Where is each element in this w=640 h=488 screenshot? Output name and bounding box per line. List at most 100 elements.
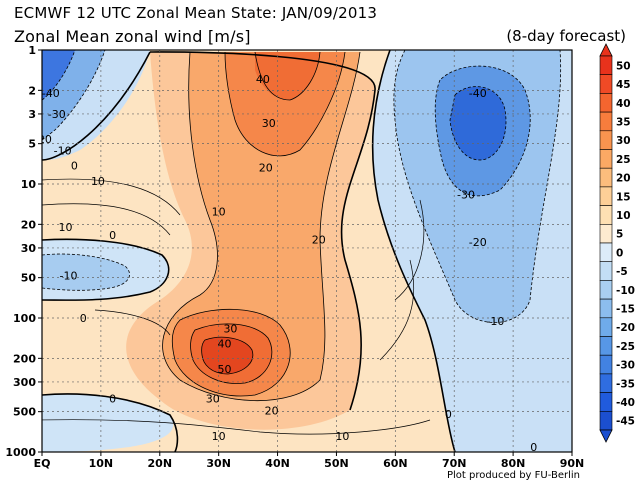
contour-label: 20 (259, 161, 273, 174)
colorbar: 50454035302520151050-5-10-15-20-25-30-35… (599, 43, 635, 443)
contour-label: -10 (60, 269, 78, 282)
x-tick-label: 30N (206, 457, 231, 470)
westerly-jet-50 (201, 337, 253, 374)
x-tick-label: 10N (89, 457, 114, 470)
colorbar-swatch (599, 373, 613, 393)
x-tick-label: 60N (383, 457, 408, 470)
colorbar-label: -45 (616, 416, 635, 428)
colorbar-swatch (599, 317, 613, 337)
contour-label: -30 (48, 108, 66, 121)
colorbar-swatch (599, 261, 613, 281)
colorbar-label: 20 (616, 173, 631, 185)
contour-label: 50 (218, 363, 232, 376)
y-tick-label: 2 (28, 84, 36, 97)
contour-label: 40 (256, 73, 270, 86)
forecast-label: (8-day forecast) (506, 27, 626, 45)
contour-label: 0 (80, 312, 87, 325)
x-tick-label: 20N (148, 457, 173, 470)
contour-label: 30 (206, 393, 220, 406)
easterly-core-inner (450, 86, 506, 160)
contour-label: -10 (54, 144, 72, 157)
easterly-tongue-inner (42, 254, 130, 291)
contour-label: 10 (212, 205, 226, 218)
y-axis: 1 2 3 5 10 20 30 50 100 200 300 500 1000 (5, 44, 42, 459)
contour-label: 10 (91, 175, 105, 188)
colorbar-swatch (599, 410, 613, 431)
colorbar-label: 30 (616, 135, 631, 147)
colorbar-label: 25 (616, 154, 631, 166)
contour-label: 30 (262, 117, 276, 130)
y-tick-label: 50 (21, 272, 37, 285)
x-tick-label: 80N (501, 457, 526, 470)
colorbar-label: -5 (616, 266, 628, 278)
contour-label: 30 (223, 323, 237, 336)
colorbar-swatch (599, 392, 613, 412)
colorbar-swatch (599, 93, 613, 113)
colorbar-swatch (599, 354, 613, 375)
contour-lines (42, 50, 561, 452)
contour-label: 0 (109, 229, 116, 242)
colorbar-label: 0 (616, 247, 623, 259)
y-tick-label: 3 (28, 108, 36, 121)
colorbar-swatch (599, 186, 613, 206)
colorbar-swatch (599, 242, 613, 263)
contour-label: 20 (265, 404, 279, 417)
colorbar-swatch (599, 111, 613, 132)
colorbar-bottom-arrow (599, 429, 613, 443)
colorbar-label: 5 (616, 229, 623, 241)
y-tick-label: 100 (13, 312, 36, 325)
chart-title: ECMWF 12 UTC Zonal Mean State: JAN/09/20… (14, 4, 378, 22)
contour-label: 0 (445, 408, 452, 421)
colorbar-label: 15 (616, 191, 631, 203)
colorbar-swatch (599, 336, 613, 356)
x-tick-label: 40N (265, 457, 290, 470)
chart-subtitle: Zonal Mean zonal wind [m/s] (14, 27, 251, 46)
contour-label: 10 (335, 430, 349, 443)
contour-label: 10 (212, 430, 226, 443)
contour-label: 0 (530, 441, 537, 454)
colorbar-swatch (599, 205, 613, 225)
x-tick-label: 70N (442, 457, 467, 470)
y-tick-label: 1000 (5, 446, 36, 459)
colorbar-swatch (599, 74, 613, 94)
colorbar-swatch (599, 149, 613, 169)
colorbar-label: -35 (616, 378, 635, 390)
colorbar-swatch (599, 224, 613, 244)
plot-frame (41, 49, 573, 453)
contour-label: -20 (469, 236, 487, 249)
contour-label: 0 (109, 393, 116, 406)
contour-label: -40 (469, 87, 487, 100)
easterly-surface (42, 394, 174, 452)
colorbar-swatch (599, 298, 613, 319)
y-tick-label: 10 (21, 178, 37, 191)
contour-label: 20 (38, 133, 52, 146)
colorbar-swatch (599, 280, 613, 300)
x-tick-label: EQ (34, 457, 51, 470)
colorbar-label: -40 (616, 397, 635, 409)
colorbar-top-arrow (599, 43, 613, 57)
colorbar-swatch (599, 55, 613, 76)
colorbar-label: -10 (616, 285, 635, 297)
westerly-jet-40 (255, 52, 320, 100)
wind-field: 4030201020101000-10-40-3020-100304050302… (38, 50, 572, 454)
easterly-region-low-lat-core (42, 50, 75, 100)
gridlines (42, 50, 572, 452)
colorbar-label: -20 (616, 322, 635, 334)
y-tick-label: 300 (13, 376, 36, 389)
colorbar-label: 50 (616, 60, 631, 72)
x-axis: EQ 10N 20N 30N 40N 50N 60N 70N 80N 90N (34, 452, 584, 470)
y-tick-label: 20 (21, 218, 37, 231)
colorbar-label: -25 (616, 341, 635, 353)
colorbar-swatch (599, 167, 613, 188)
y-tick-label: 1 (28, 44, 36, 57)
colorbar-label: 10 (616, 210, 631, 222)
plot-credit: Plot produced by FU-Berlin (446, 470, 580, 481)
y-tick-label: 200 (13, 352, 36, 365)
colorbar-label: 35 (616, 116, 631, 128)
contour-label: 10 (59, 221, 73, 234)
colorbar-swatch (599, 130, 613, 150)
contour-label: 20 (312, 234, 326, 247)
contour-label: -10 (486, 315, 504, 328)
contour-labels: 4030201020101000-10-40-3020-100304050302… (38, 73, 537, 454)
